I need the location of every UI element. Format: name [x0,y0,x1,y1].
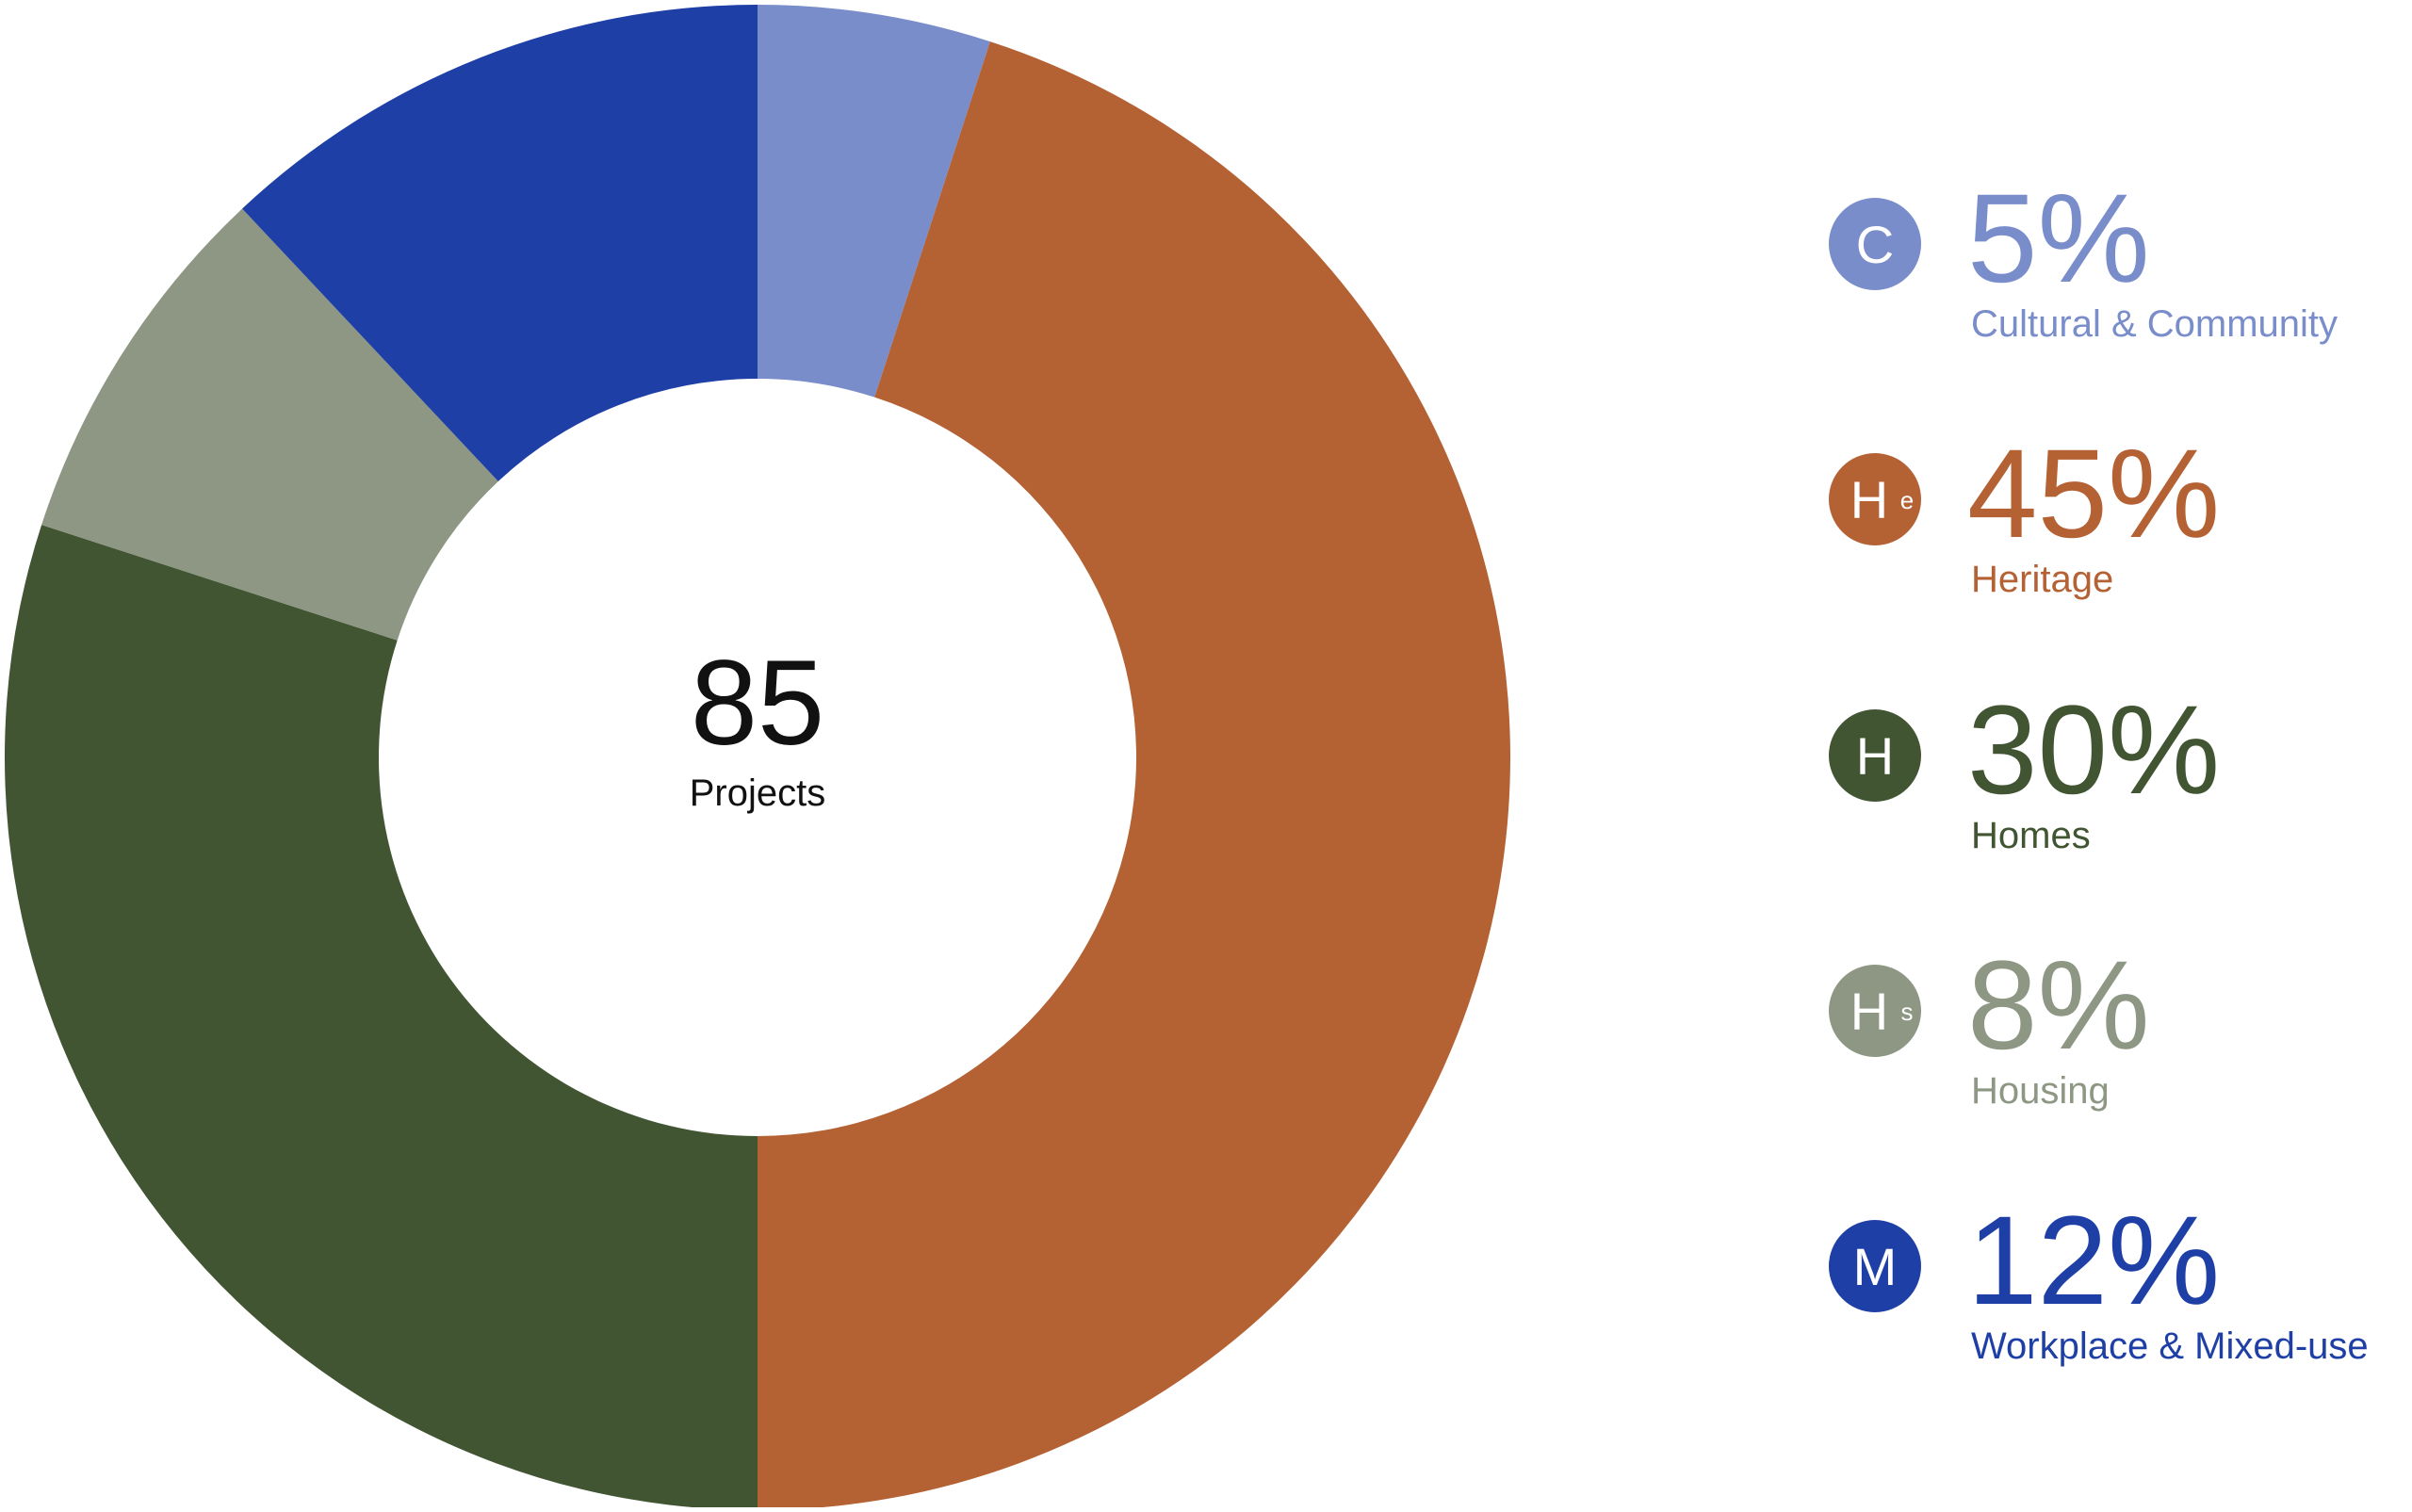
slice [4,525,758,1510]
center-label: Projects [690,772,826,814]
legend-value: 12% [1967,1191,2220,1331]
legend-badge [1829,965,1921,1057]
legend-badge [1829,198,1921,290]
legend-value: 5% [1967,169,2150,309]
slices [4,5,1510,1511]
slice [758,41,1510,1511]
center-value: 85 [691,636,824,771]
legend-value: 8% [1967,935,2150,1076]
badge-letter: H [1850,470,1888,529]
legend-value: 30% [1967,680,2220,821]
legend-badge [1829,453,1921,545]
legend-label: Housing [1971,1070,2110,1112]
badge-letter: C [1856,215,1894,274]
legend-label: Cultural & Community [1971,303,2338,345]
legend-value: 45% [1967,424,2220,564]
slice [758,5,990,398]
slice [41,208,498,641]
legend-badge [1829,709,1921,802]
legend-label: Heritage [1971,559,2113,600]
legend-badge [1829,1220,1921,1312]
badge-letter: H [1856,726,1894,786]
badge-letter: M [1853,1237,1898,1296]
legend-label: Homes [1971,815,2091,856]
slice [242,5,758,481]
legend-label: Workplace & Mixed-use [1971,1325,2369,1367]
badge-sub: s [1901,998,1914,1026]
badge-sub: e [1900,486,1914,514]
badge-letter: H [1850,982,1888,1041]
